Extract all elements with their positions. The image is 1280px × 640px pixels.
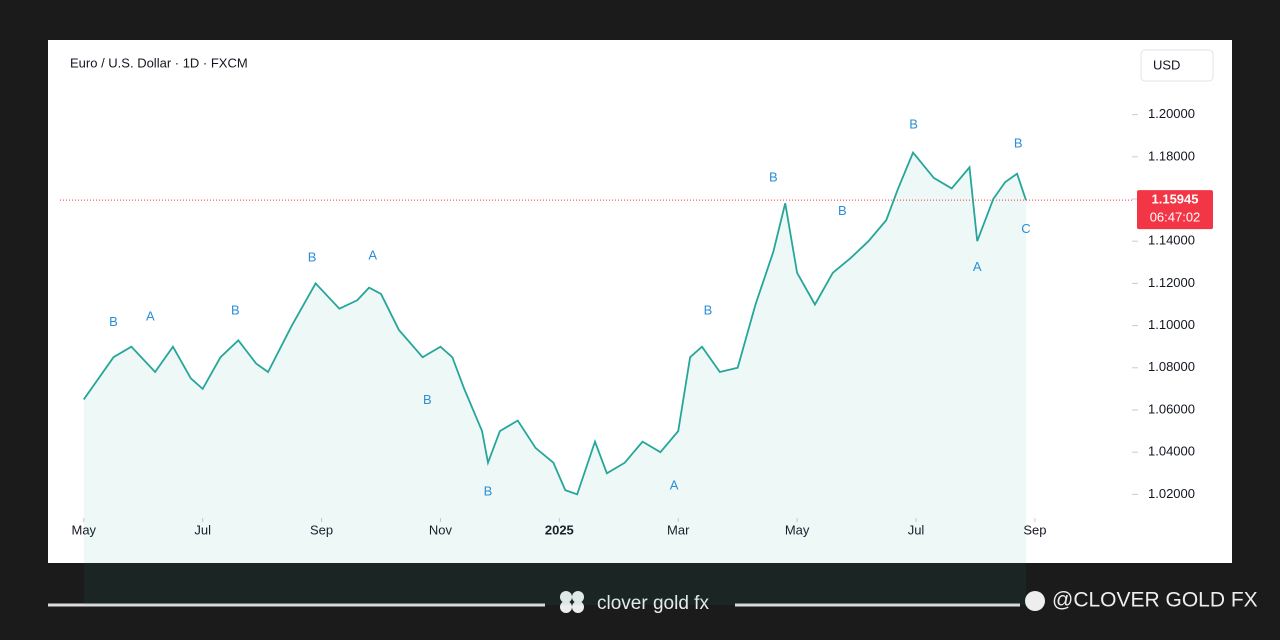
x-tick-label: Nov (429, 522, 453, 537)
wave-label: A (670, 477, 679, 492)
price-tag (1137, 190, 1213, 230)
wave-label: B (308, 250, 317, 265)
wave-label: B (423, 392, 432, 407)
wave-label: B (231, 302, 240, 317)
chart-title: Euro / U.S. Dollar · 1D · FXCM (70, 55, 248, 70)
wave-label: B (109, 314, 118, 329)
currency-box[interactable] (1140, 49, 1214, 82)
chart-panel (48, 40, 1232, 563)
x-tick-label: May (71, 522, 96, 537)
x-tick-label: Jul (908, 522, 925, 537)
x-tick-label: 2025 (545, 522, 574, 537)
wave-label: A (146, 309, 155, 324)
x-tick-label: Sep (310, 522, 333, 537)
y-tick-label: 1.12000 (1148, 275, 1195, 290)
wave-label: C (1021, 221, 1030, 236)
clover-logo (560, 591, 584, 613)
wave-label: B (769, 169, 778, 184)
currency: USD (1153, 57, 1180, 72)
handle: @CLOVER GOLD FX (1052, 589, 1258, 612)
wave-label: B (1014, 136, 1023, 151)
x-tick-label: Mar (667, 522, 690, 537)
y-tick-label: 1.06000 (1148, 401, 1195, 416)
wave-label: A (973, 259, 982, 274)
wave-label: B (484, 484, 493, 499)
wave-label: B (704, 302, 713, 317)
price-tag-value: 1.15945 (1152, 192, 1199, 207)
facebook-icon (1025, 591, 1045, 611)
price-area (83, 152, 1026, 605)
y-tick-label: 1.20000 (1148, 106, 1195, 121)
x-tick-label: Jul (194, 522, 211, 537)
y-tick-label: 1.04000 (1148, 444, 1195, 459)
y-tick-label: 1.14000 (1148, 233, 1195, 248)
wave-label: B (909, 117, 918, 132)
wave-label: A (368, 247, 377, 262)
y-tick-label: 1.18000 (1148, 148, 1195, 163)
price-line (83, 150, 1027, 496)
brand: clover gold fx (597, 593, 709, 614)
x-tick-label: May (785, 522, 810, 537)
y-tick-label: 1.08000 (1148, 359, 1195, 374)
y-tick-label: 1.02000 (1148, 486, 1195, 501)
x-tick-label: Sep (1023, 522, 1046, 537)
y-tick-label: 1.10000 (1148, 317, 1195, 332)
wave-label: B (838, 203, 847, 218)
countdown: 06:47:02 (1150, 210, 1201, 225)
